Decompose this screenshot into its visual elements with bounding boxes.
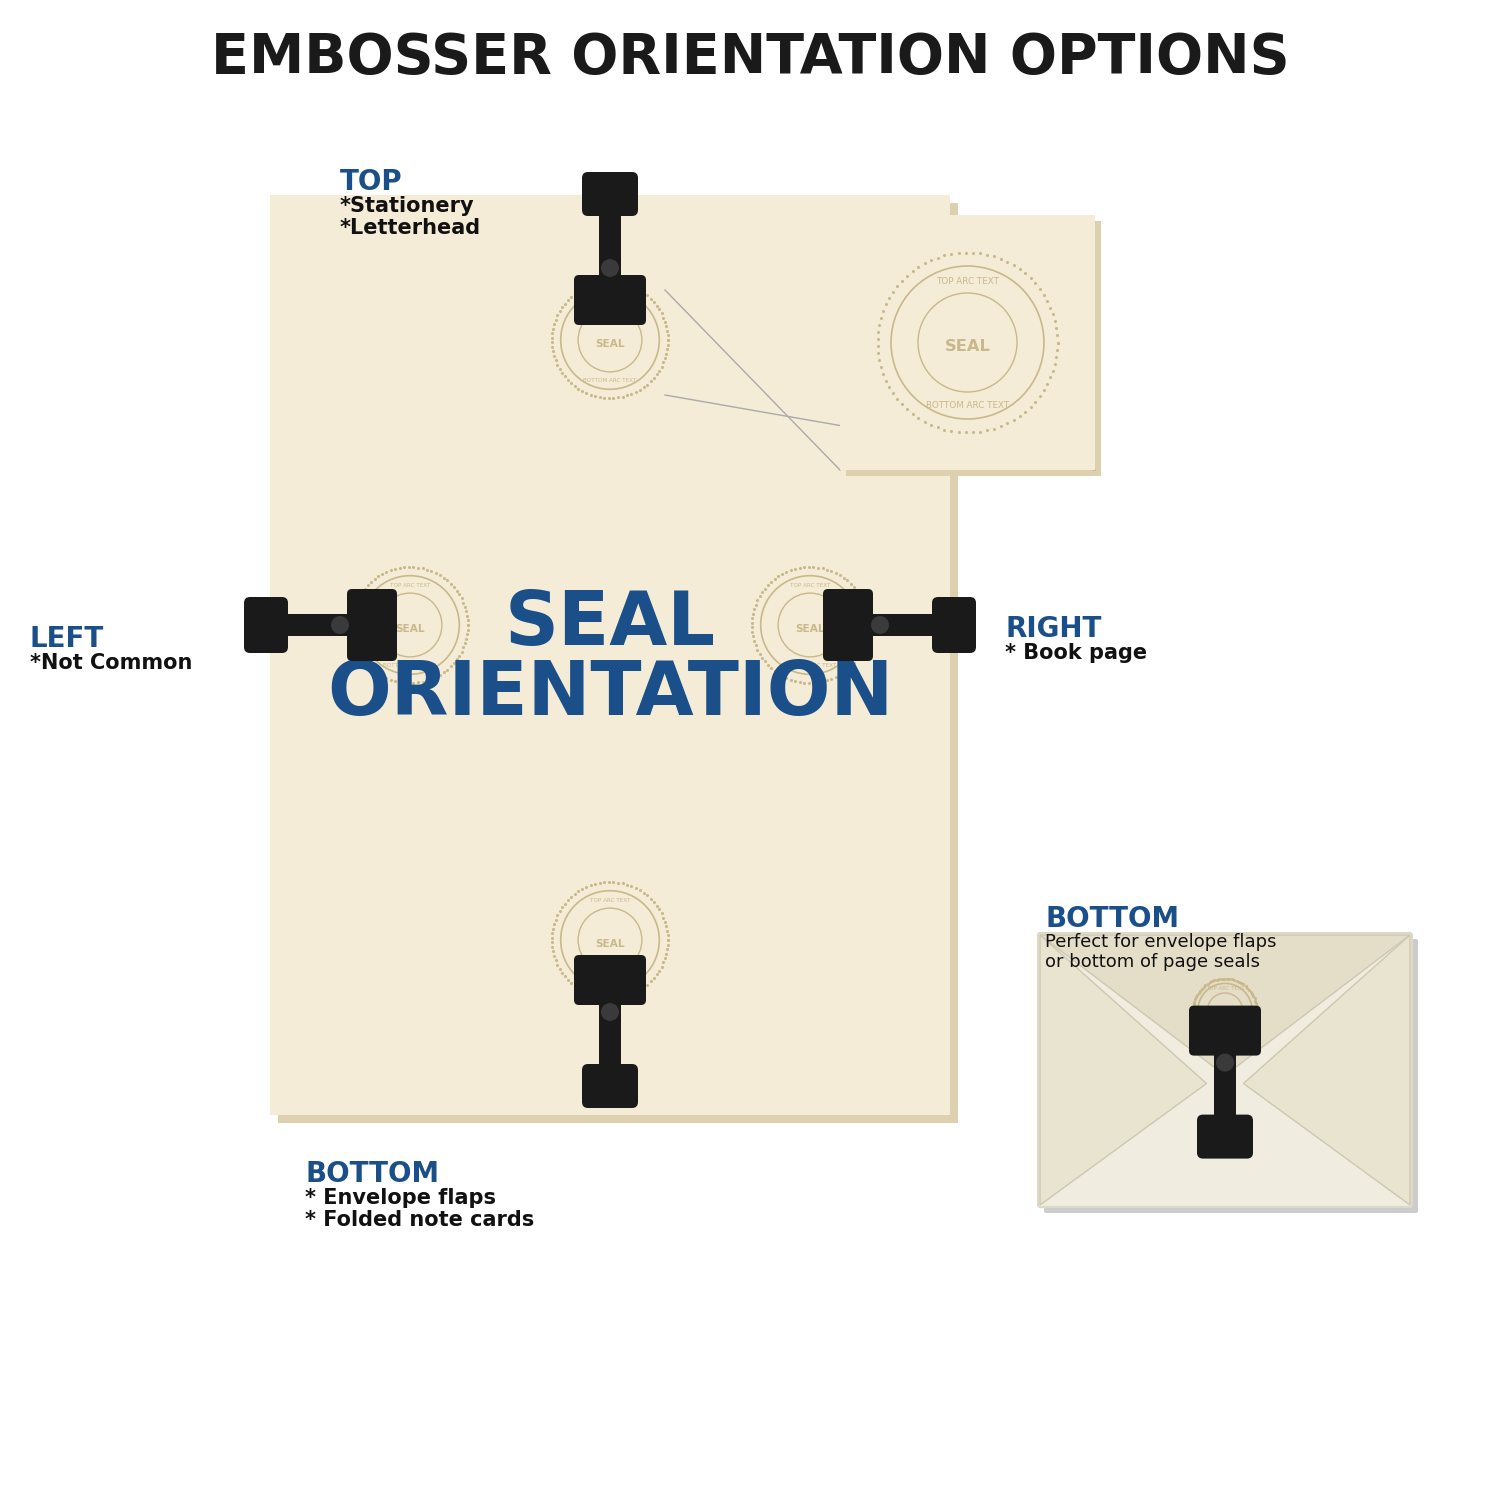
Text: * Book page: * Book page (1005, 644, 1148, 663)
Text: RIGHT: RIGHT (1005, 615, 1101, 644)
Text: or bottom of page seals: or bottom of page seals (1046, 952, 1260, 970)
Text: TOP ARC TEXT: TOP ARC TEXT (590, 898, 630, 903)
Circle shape (332, 616, 350, 634)
Text: TOP ARC TEXT: TOP ARC TEXT (1206, 987, 1245, 992)
Polygon shape (1244, 934, 1410, 1204)
FancyBboxPatch shape (244, 597, 288, 652)
Text: Perfect for envelope flaps: Perfect for envelope flaps (1046, 933, 1276, 951)
FancyBboxPatch shape (1038, 933, 1412, 1208)
FancyBboxPatch shape (346, 590, 398, 662)
Text: SEAL: SEAL (596, 339, 626, 350)
Text: LEFT: LEFT (30, 626, 104, 652)
Text: TOP ARC TEXT: TOP ARC TEXT (390, 584, 430, 588)
Text: TOP ARC TEXT: TOP ARC TEXT (789, 584, 831, 588)
FancyBboxPatch shape (574, 956, 646, 1005)
Text: BOTTOM ARC TEXT: BOTTOM ARC TEXT (1200, 1030, 1251, 1035)
Bar (862, 614, 944, 636)
Text: TOP ARC TEXT: TOP ARC TEXT (936, 278, 999, 286)
Bar (278, 614, 357, 636)
Text: EMBOSSER ORIENTATION OPTIONS: EMBOSSER ORIENTATION OPTIONS (210, 32, 1290, 86)
FancyBboxPatch shape (574, 274, 646, 326)
FancyBboxPatch shape (582, 1064, 638, 1108)
Text: SEAL: SEAL (394, 624, 424, 634)
Text: BOTTOM: BOTTOM (304, 1160, 439, 1188)
Polygon shape (1040, 934, 1206, 1204)
FancyBboxPatch shape (932, 597, 976, 652)
FancyBboxPatch shape (1197, 1114, 1252, 1158)
FancyBboxPatch shape (846, 220, 1101, 476)
Text: BOTTOM ARC TEXT: BOTTOM ARC TEXT (384, 663, 436, 668)
Bar (598, 994, 621, 1076)
Text: BOTTOM ARC TEXT: BOTTOM ARC TEXT (783, 663, 837, 668)
FancyBboxPatch shape (582, 172, 638, 216)
Text: SEAL: SEAL (945, 339, 990, 354)
Text: BOTTOM ARC TEXT: BOTTOM ARC TEXT (926, 400, 1010, 410)
Circle shape (1216, 1053, 1234, 1071)
FancyBboxPatch shape (1044, 939, 1418, 1214)
FancyBboxPatch shape (278, 202, 958, 1124)
Text: BOTTOM: BOTTOM (1046, 904, 1179, 933)
Text: ORIENTATION: ORIENTATION (327, 658, 892, 732)
Text: SEAL: SEAL (504, 588, 716, 662)
Bar (1214, 1046, 1236, 1125)
Text: *Letterhead: *Letterhead (340, 217, 482, 238)
Bar (598, 206, 621, 285)
Text: TOP: TOP (340, 168, 402, 196)
FancyBboxPatch shape (824, 590, 873, 662)
Text: * Folded note cards: * Folded note cards (304, 1210, 534, 1230)
Polygon shape (1040, 934, 1410, 1076)
Circle shape (602, 260, 619, 278)
Circle shape (871, 616, 889, 634)
Text: *Not Common: *Not Common (30, 652, 192, 674)
Circle shape (602, 1004, 619, 1022)
Text: SEAL: SEAL (795, 624, 825, 634)
Text: BOTTOM ARC TEXT: BOTTOM ARC TEXT (584, 978, 636, 982)
Text: TOP ARC TEXT: TOP ARC TEXT (590, 298, 630, 303)
Text: SEAL: SEAL (1212, 1010, 1239, 1020)
FancyBboxPatch shape (840, 214, 1095, 470)
FancyBboxPatch shape (270, 195, 950, 1114)
Text: BOTTOM ARC TEXT: BOTTOM ARC TEXT (584, 378, 636, 382)
Text: * Envelope flaps: * Envelope flaps (304, 1188, 496, 1208)
Text: *Stationery: *Stationery (340, 196, 474, 216)
FancyBboxPatch shape (1190, 1005, 1262, 1056)
Text: SEAL: SEAL (596, 939, 626, 950)
